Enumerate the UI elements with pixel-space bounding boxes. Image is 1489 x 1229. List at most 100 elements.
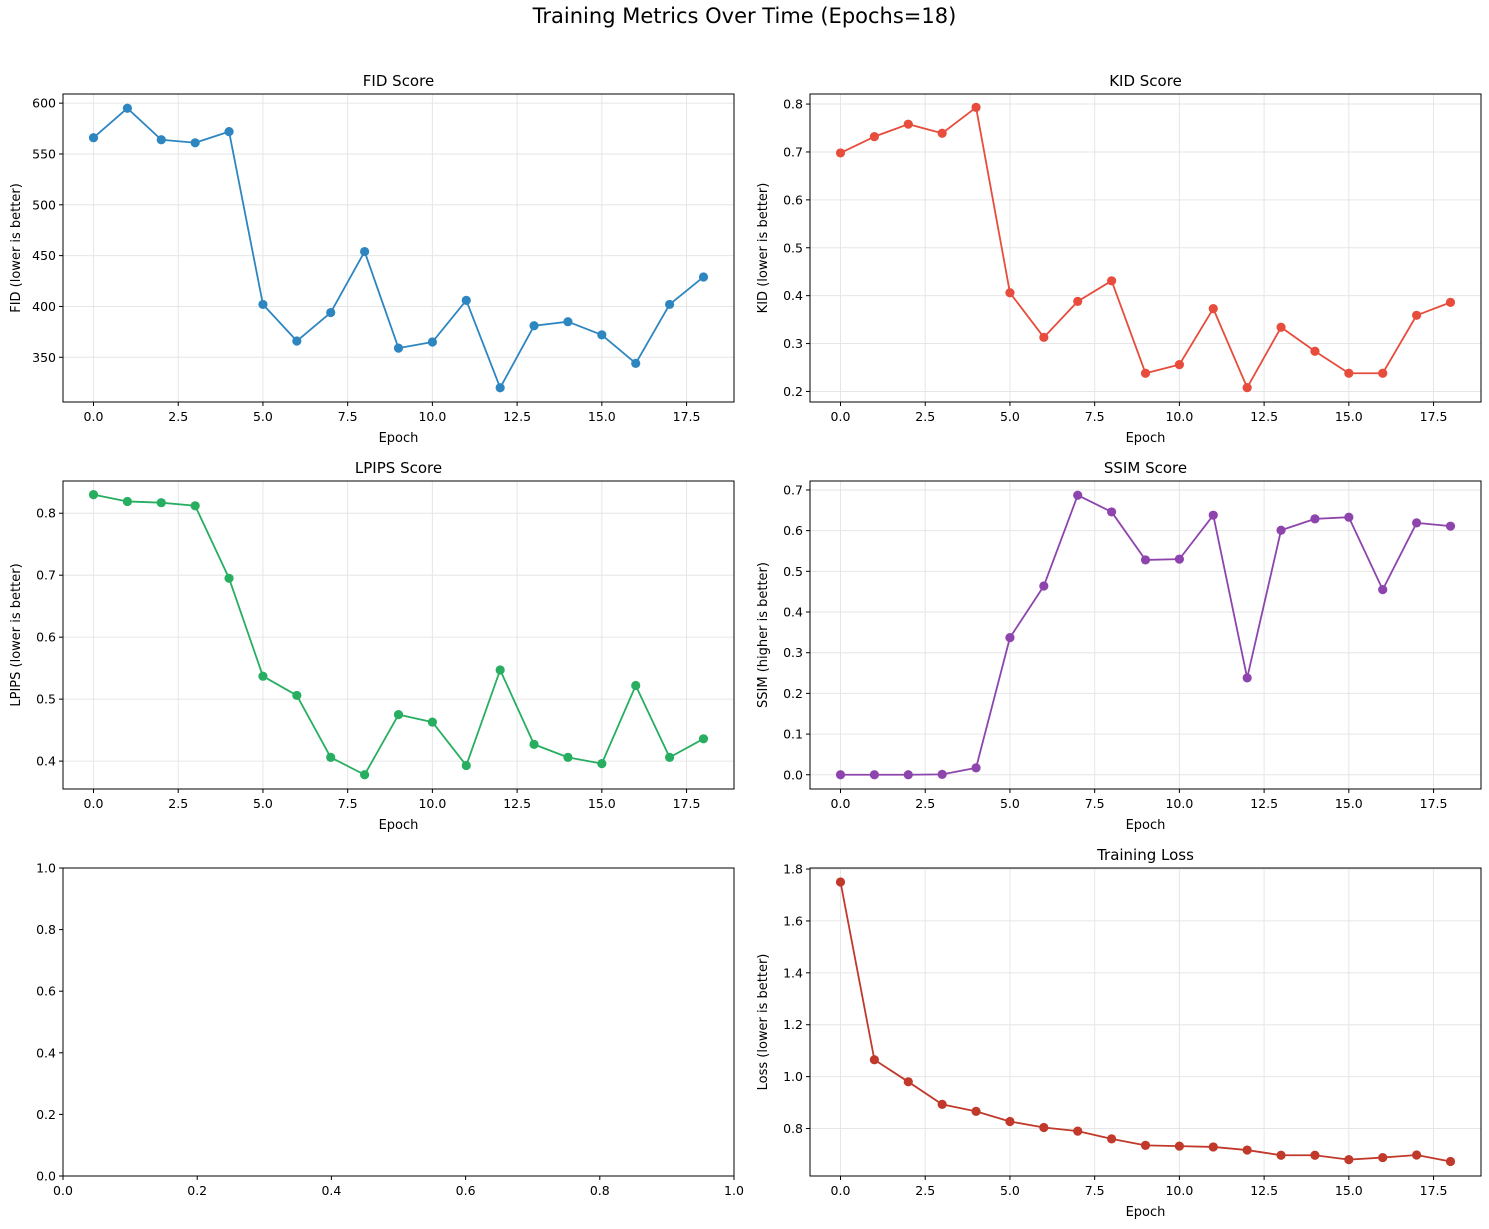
- data-point-fid-6: [292, 336, 302, 346]
- data-point-kid-9: [1140, 368, 1151, 378]
- data-point-lpips-6: [292, 690, 302, 701]
- x-tick-label: 5.0: [1000, 796, 1020, 811]
- x-tick-label: 2.5: [168, 796, 188, 811]
- data-point-lpips-10: [427, 717, 437, 727]
- data-point-kid-15: [1344, 368, 1354, 378]
- x-tick-label: 0.0: [53, 1183, 73, 1198]
- subplot-title: SSIM Score: [1104, 459, 1187, 477]
- x-tick-label: 17.5: [673, 409, 701, 424]
- data-point-fid-0: [88, 133, 99, 143]
- axes-frame: [62, 867, 735, 1177]
- data-point-ssim-4: [971, 763, 981, 773]
- data-point-loss-5: [1005, 1116, 1015, 1127]
- x-tick-label: 17.5: [673, 796, 701, 811]
- y-tick-label: 0.2: [783, 686, 803, 701]
- y-tick-label: 1.6: [783, 913, 803, 928]
- y-tick-label: 0.0: [783, 767, 803, 782]
- x-tick-label: 7.5: [338, 409, 358, 424]
- data-point-loss-2: [903, 1077, 913, 1087]
- x-axis-label: Epoch: [1126, 818, 1166, 833]
- data-point-fid-11: [461, 295, 471, 305]
- x-tick-label: 10.0: [1165, 409, 1193, 424]
- x-axis-label: Epoch: [1126, 1205, 1166, 1220]
- data-point-lpips-8: [360, 770, 370, 780]
- figure-title: Training Metrics Over Time (Epochs=18): [532, 4, 957, 28]
- y-tick-label: 0.6: [36, 630, 56, 645]
- x-tick-label: 15.0: [1335, 1183, 1363, 1198]
- y-tick-label: 0.7: [36, 568, 56, 583]
- data-point-lpips-15: [597, 758, 607, 769]
- y-tick-label: 0.6: [783, 523, 803, 538]
- data-point-ssim-3: [937, 769, 947, 779]
- data-point-lpips-0: [88, 490, 99, 500]
- x-tick-label: 0.6: [456, 1183, 476, 1198]
- subplot-loss: 0.0 2.5 5.0 7.5 10.0 12.5 15.0 17.5 0.8 1.0 1.2 1.4…: [756, 846, 1482, 1220]
- data-point-lpips-16: [631, 680, 641, 691]
- x-tick-label: 15.0: [1335, 796, 1363, 811]
- y-tick-label: 0.4: [36, 754, 56, 769]
- data-point-fid-2: [156, 135, 166, 145]
- data-point-ssim-17: [1412, 518, 1422, 528]
- y-axis-label: Loss (lower is better): [756, 954, 771, 1091]
- x-tick-label: 10.0: [1165, 796, 1193, 811]
- data-point-lpips-17: [665, 752, 675, 762]
- data-point-kid-1: [869, 132, 879, 142]
- data-point-loss-15: [1344, 1155, 1354, 1165]
- subplot-empty: 0.0 0.2 0.4 0.6 0.8 1.0 0.0 0.2 0.4 0.6 0.8 1.0: [36, 861, 744, 1199]
- data-point-kid-6: [1039, 332, 1049, 342]
- x-tick-label: 0.0: [84, 796, 104, 811]
- axes-frame: [809, 480, 1482, 790]
- x-axis-label: Epoch: [379, 818, 419, 833]
- data-point-kid-13: [1276, 322, 1286, 332]
- y-tick-label: 350: [32, 350, 56, 365]
- y-tick-label: 0.1: [783, 727, 803, 742]
- data-point-ssim-2: [903, 770, 913, 780]
- data-point-ssim-7: [1073, 490, 1083, 500]
- data-point-loss-9: [1140, 1140, 1151, 1150]
- data-point-loss-17: [1412, 1150, 1422, 1160]
- data-point-loss-3: [937, 1099, 947, 1109]
- data-point-ssim-18: [1445, 521, 1456, 531]
- data-point-kid-8: [1107, 276, 1117, 286]
- data-point-loss-1: [869, 1055, 879, 1065]
- x-tick-label: 17.5: [1420, 796, 1448, 811]
- data-point-fid-9: [393, 343, 404, 353]
- x-tick-label: 10.0: [418, 409, 446, 424]
- data-point-lpips-3: [190, 501, 200, 511]
- data-point-loss-16: [1378, 1152, 1388, 1163]
- y-tick-label: 1.4: [783, 965, 803, 980]
- y-axis-label: KID (lower is better): [756, 183, 771, 314]
- data-point-fid-16: [631, 358, 641, 368]
- data-point-lpips-14: [563, 752, 573, 762]
- y-tick-label: 1.2: [783, 1017, 803, 1032]
- y-tick-label: 0.5: [783, 564, 803, 579]
- x-tick-label: 2.5: [915, 1183, 935, 1198]
- data-point-fid-14: [563, 317, 573, 327]
- x-tick-label: 12.5: [1250, 1183, 1278, 1198]
- y-tick-label: 450: [32, 248, 56, 263]
- data-point-fid-10: [427, 337, 437, 347]
- data-point-loss-7: [1073, 1126, 1083, 1136]
- x-tick-label: 7.5: [338, 796, 358, 811]
- y-tick-label: 0.8: [36, 506, 56, 521]
- subplot-title: LPIPS Score: [355, 459, 442, 477]
- data-point-lpips-4: [224, 573, 234, 583]
- data-point-loss-0: [835, 877, 846, 887]
- data-point-kid-11: [1208, 303, 1218, 314]
- subplot-ssim: 0.0 2.5 5.0 7.5 10.0 12.5 15.0 17.5 0.0 0.1 0.2 0.3…: [756, 459, 1482, 833]
- x-tick-label: 15.0: [588, 409, 616, 424]
- data-point-loss-8: [1107, 1134, 1117, 1144]
- x-tick-label: 12.5: [503, 796, 531, 811]
- data-point-lpips-12: [495, 665, 505, 675]
- data-point-kid-10: [1174, 360, 1184, 370]
- x-tick-label: 12.5: [1250, 796, 1278, 811]
- data-point-ssim-11: [1208, 510, 1218, 520]
- data-point-ssim-8: [1107, 507, 1117, 517]
- data-point-fid-8: [360, 246, 370, 257]
- y-tick-label: 0.5: [36, 692, 56, 707]
- x-tick-label: 2.5: [915, 409, 935, 424]
- subplot-title: Training Loss: [1096, 846, 1194, 864]
- y-tick-label: 0.7: [783, 482, 803, 497]
- data-point-ssim-5: [1005, 633, 1015, 643]
